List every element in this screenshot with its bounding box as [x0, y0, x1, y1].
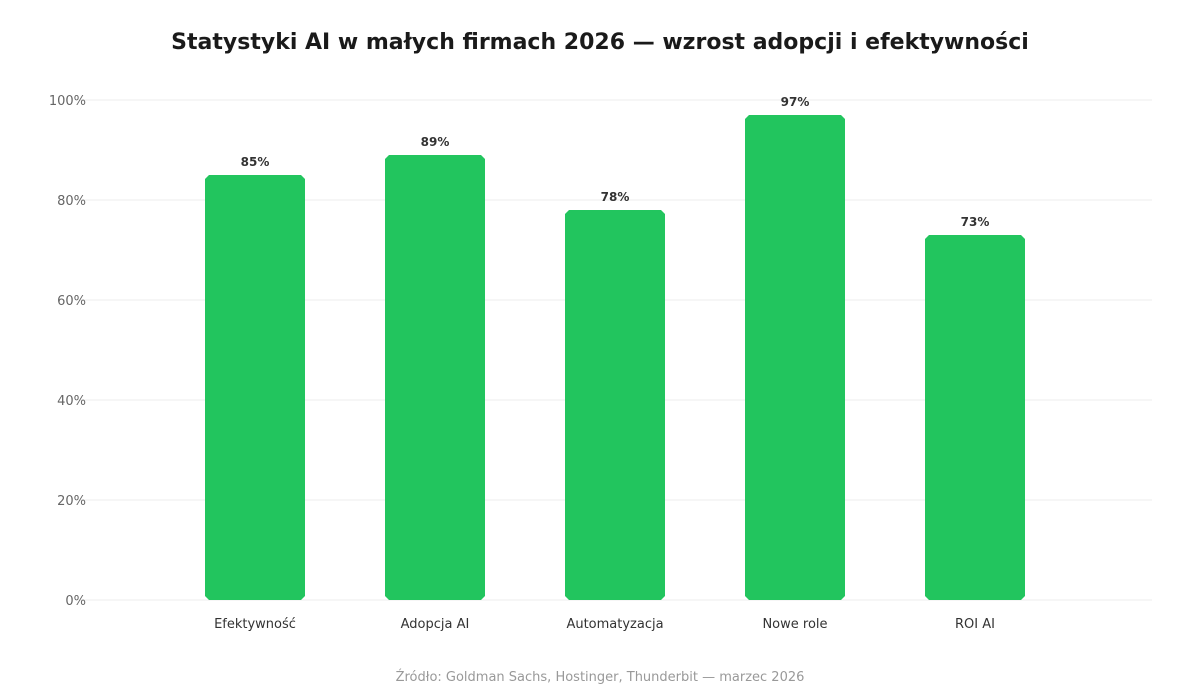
bar: [385, 155, 485, 600]
x-tick-label: Efektywność: [214, 617, 296, 632]
x-tick-label: Automatyzacja: [566, 617, 663, 632]
bar: [925, 235, 1025, 600]
chart-title: Statystyki AI w małych firmach 2026 — wz…: [171, 30, 1029, 55]
bar: [745, 115, 845, 600]
bar: [205, 175, 305, 600]
y-tick-label: 60%: [57, 294, 86, 309]
value-label: 89%: [421, 135, 450, 149]
chart-source: Źródło: Goldman Sachs, Hostinger, Thunde…: [395, 670, 805, 685]
y-tick-label: 80%: [57, 194, 86, 209]
y-tick-label: 0%: [65, 594, 86, 609]
y-tick-label: 100%: [49, 94, 86, 109]
x-tick-label: Adopcja AI: [401, 617, 470, 632]
y-tick-label: 40%: [57, 394, 86, 409]
y-tick-label: 20%: [57, 494, 86, 509]
x-tick-label: ROI AI: [955, 617, 995, 632]
bar: [565, 210, 665, 600]
x-tick-label: Nowe role: [762, 617, 827, 632]
value-label: 78%: [601, 190, 630, 204]
value-label: 85%: [241, 155, 270, 169]
value-label: 97%: [781, 95, 810, 109]
value-label: 73%: [961, 215, 990, 229]
